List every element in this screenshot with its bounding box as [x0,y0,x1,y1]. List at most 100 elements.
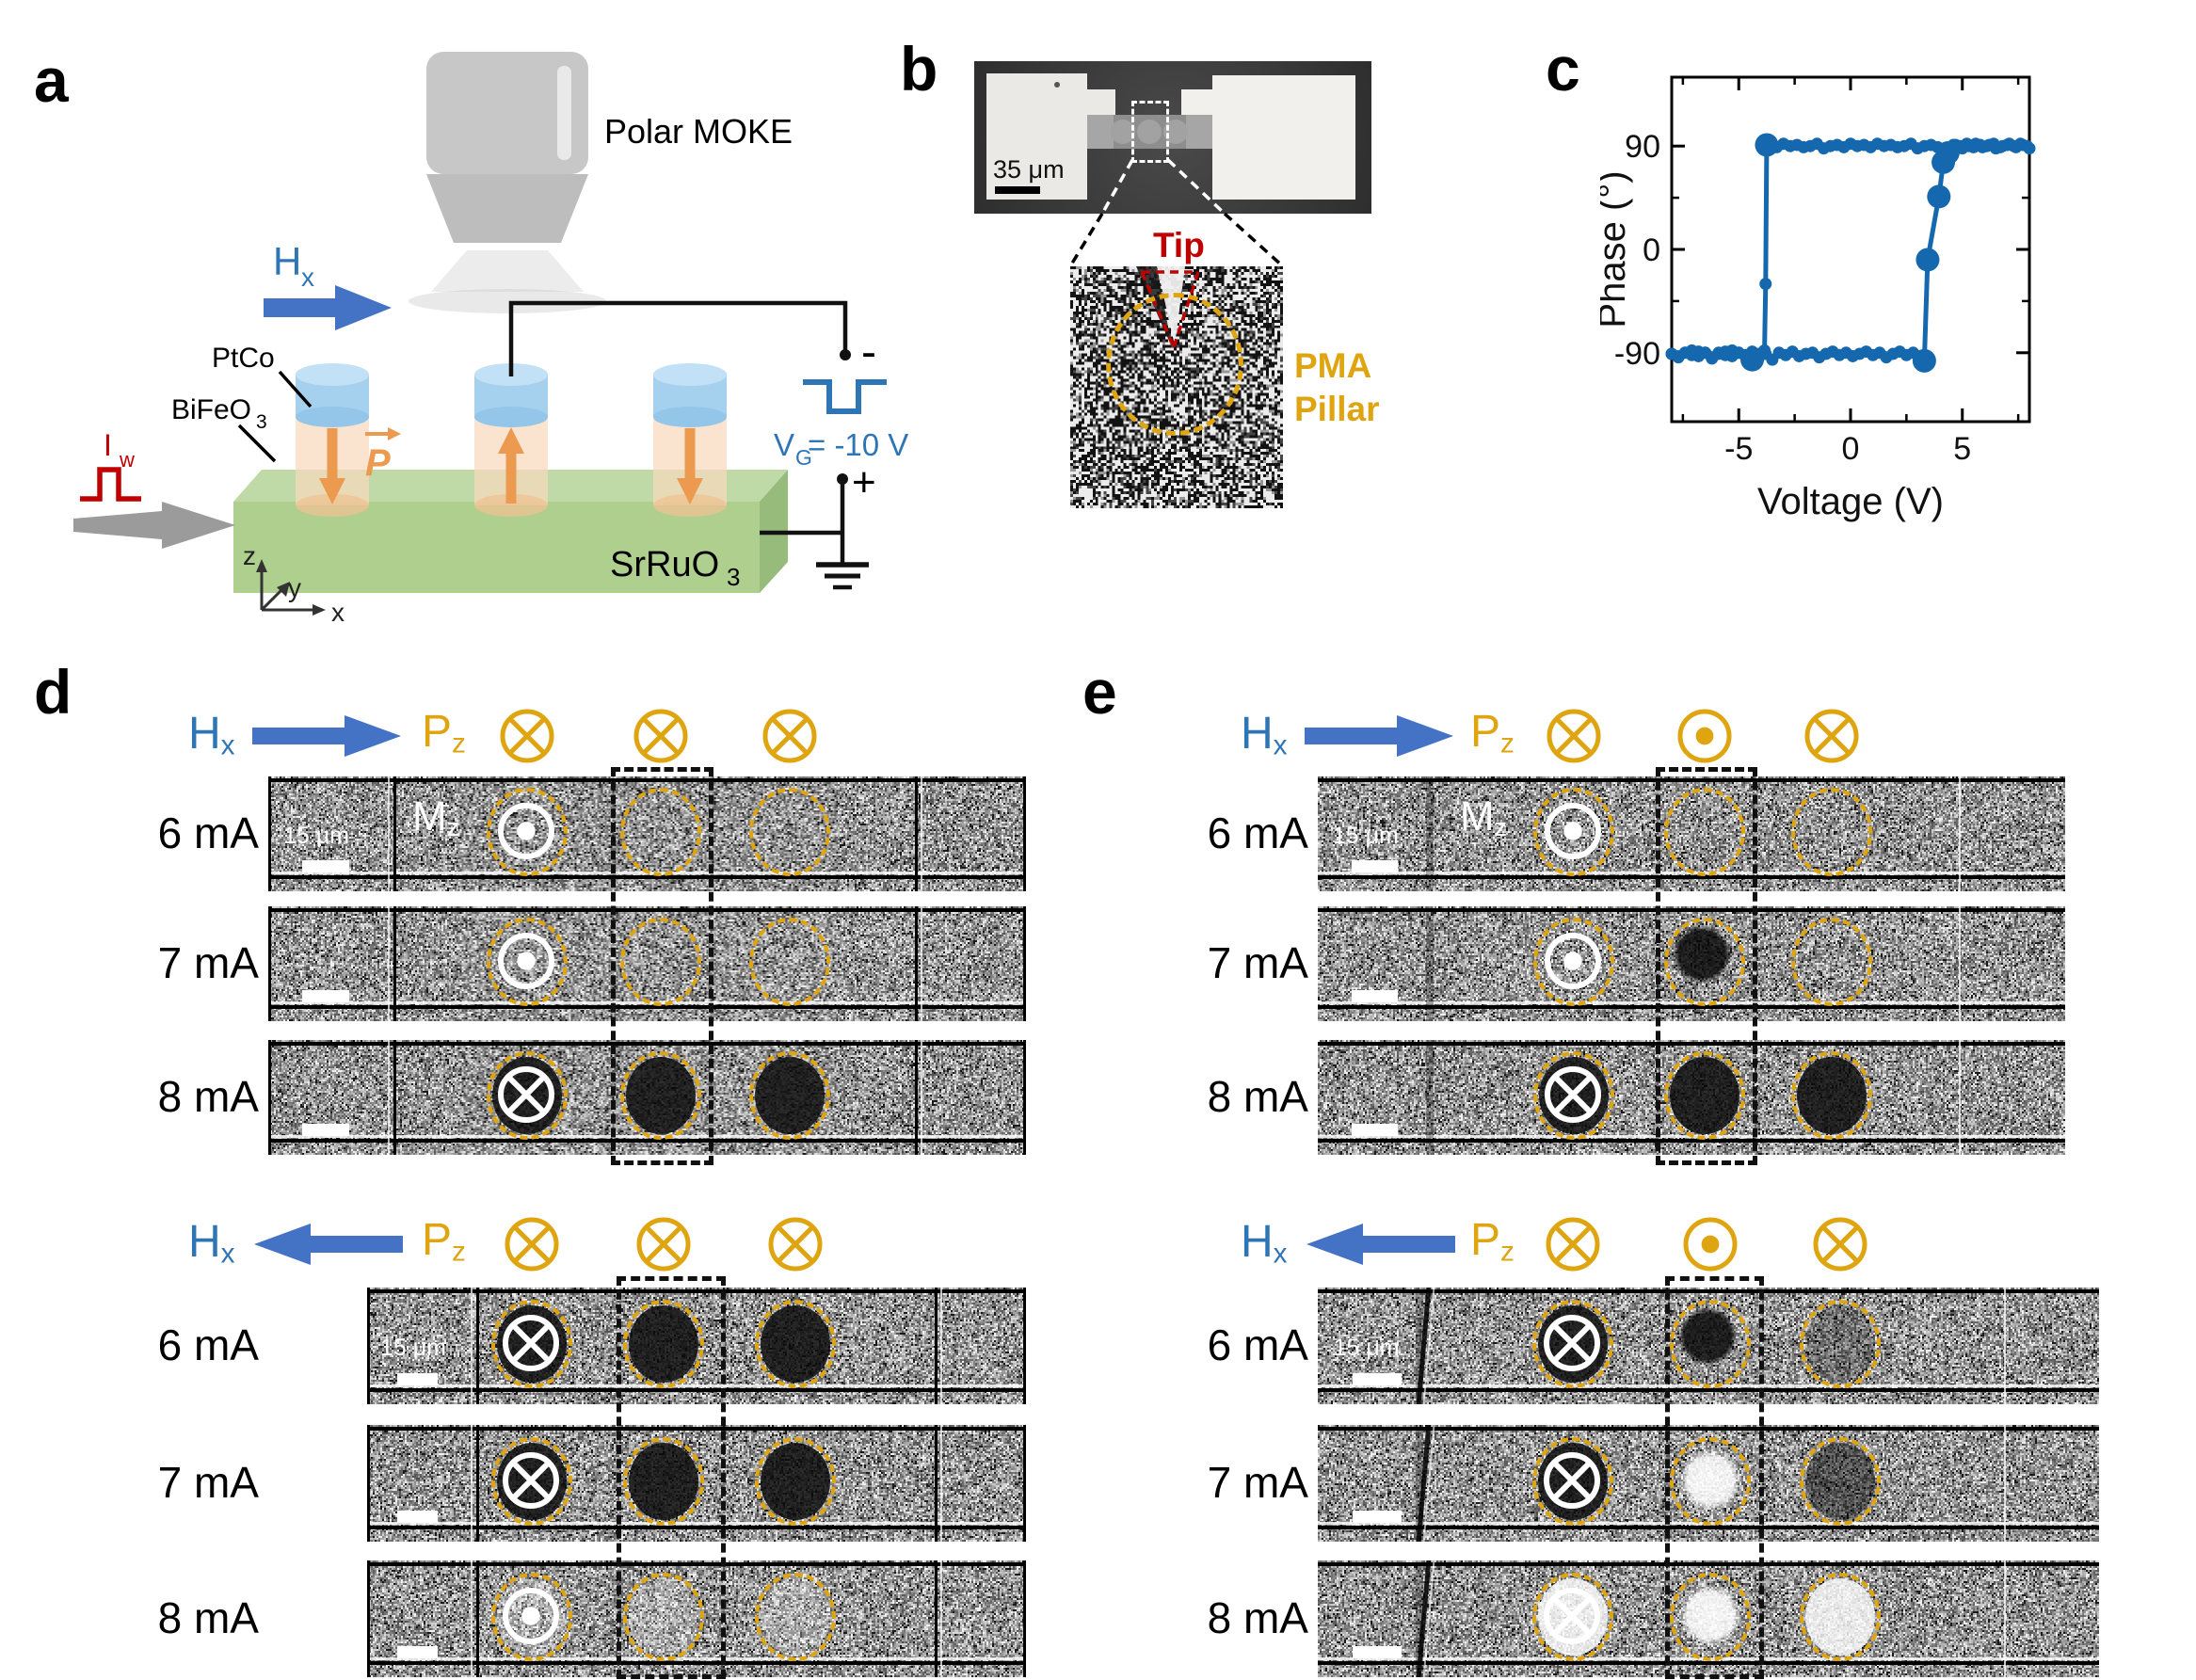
pillar-state-fill [1805,1578,1875,1656]
e-bottom-pz-symbol-into-icon [1810,1214,1870,1274]
gate-pulse-icon [803,382,887,411]
bifeo3-sub: 3 [256,411,267,433]
pad-boundary-left [393,906,396,1021]
pillar-outline-circle [487,918,568,1006]
series-sweep_down [1672,144,2029,358]
pad-boundary-left [1426,906,1434,1021]
bifeo3-label: BiFeO [171,394,251,425]
d-top-current-label: 8 mA [108,1071,259,1123]
scale-bar-15um [1352,1124,1398,1136]
d-bottom-pz-symbol-into-icon [633,1214,694,1274]
panel-a-schematic: Polar MOKE H x [0,0,941,659]
mz-marker-out-icon [492,927,560,995]
e-bottom-hx-arrow-left-icon [1305,1223,1455,1266]
label-sub: z [452,728,466,760]
pad-boundary-left-white [388,1040,390,1155]
pad-boundary-right-white [940,1560,942,1677]
hx-label-a: H [273,239,301,283]
d-bottom-pz-label: Pz [422,1218,466,1266]
scale-bar-15um [397,1373,438,1385]
label-base: P [1470,707,1500,757]
pad-boundary-left [476,1288,479,1404]
d-top-current-label: 6 mA [108,808,259,859]
x-tick-label: 5 [1953,431,1971,467]
mz-label: Mz [1460,796,1507,840]
pillar-outline-circle [1533,788,1614,876]
strip-edge-left [367,1288,370,1404]
pillar-state-fill [761,1305,830,1383]
pillar-outline-circle [491,1573,572,1661]
pad-boundary-left-white [471,1425,473,1542]
label-sub: x [1274,1239,1288,1270]
label-sub: z [1495,812,1508,841]
e-bottom-highlight-box [1665,1276,1764,1679]
scale-bar-15um [1353,1646,1401,1658]
pad-boundary-right-white [921,906,922,1021]
d-top-hx-label: Hx [188,712,235,760]
vg-value: = -10 V [808,427,908,462]
pad-boundary-right [2004,1560,2006,1677]
scale-label-15um: 15 μm [1333,824,1399,848]
strip-edge-right [1023,1560,1026,1677]
pillar-outline-circle [755,1573,836,1661]
scale-bar-15um [1353,1373,1401,1385]
d-bottom-highlight-box [617,1276,727,1679]
pillar-outline-circle [1533,1051,1614,1140]
label-sub: z [1500,728,1515,760]
plus-label: + [852,459,876,505]
pillar-outline-circle [1791,788,1872,876]
e-bottom-current-label: 6 mA [1158,1320,1308,1371]
pad-boundary-right [935,1425,938,1542]
x-axis-label: Voltage (V) [1757,481,1944,522]
pillar-outline-circle [491,1437,572,1526]
pad-boundary-left-white [471,1560,473,1677]
pad-boundary-right [915,906,918,1021]
pillar-outline-circle [1791,1051,1872,1140]
scale-bar-15um [1352,860,1398,872]
mz-marker-out-icon [1539,797,1607,865]
mz-label: Mz [412,796,459,840]
e-top-pz-symbol-into-icon [1544,706,1604,766]
strip-edge-left [367,1560,370,1677]
srruo3-sub: 3 [727,563,740,591]
pad-boundary-left [1426,1040,1434,1155]
label-sub: x [1274,730,1288,761]
pad-boundary-left [476,1560,479,1677]
mz-marker-into-icon [1539,1061,1607,1128]
pillar-outline-circle [1532,1437,1613,1526]
pillar-outline-circle [487,1051,568,1140]
pillar-outline-circle [1533,918,1614,1006]
moke-zoom-image [1070,266,1283,508]
ptco-label: PtCo [212,343,275,374]
y-tick-label: 0 [1643,232,1660,268]
d-top-pz-symbol-into-icon [631,706,691,766]
strip-edge-left [367,1425,370,1542]
e-bottom-current-label: 7 mA [1158,1457,1308,1509]
x-tick-label: -5 [1724,431,1753,467]
pillar-outline-circle [491,1300,572,1388]
label-base: H [1241,709,1274,759]
e-top-highlight-box [1656,767,1757,1165]
minus-node [840,349,851,360]
e-bottom-hx-label: Hx [1241,1220,1288,1268]
d-bottom-current-label: 7 mA [108,1457,259,1509]
paper-figure: a b c d e Polar MOKE H x [0,0,2196,1680]
d-bottom-pz-symbol-into-icon [765,1214,826,1274]
pad-boundary-right-white [940,1288,942,1404]
series-sweep_up [1672,144,2028,360]
strip-edge-left [268,776,271,891]
e-top-pz-symbol-out-icon [1675,706,1735,766]
pad-boundary-right [915,776,918,891]
panel-d-letter: d [34,661,72,723]
pillar-state-fill [755,1057,825,1134]
hx-arrow-right-icon [264,285,392,330]
mz-marker-into-icon [1538,1447,1606,1514]
pfm-phase-chart: -5 0 5 90 0 -90 Voltage (V) Phase (°) [1600,56,2146,715]
mz-marker-into-icon [492,1061,560,1128]
label-sub: z [447,812,460,841]
scale-bar-15um [302,860,349,872]
x-tick-label: 0 [1842,431,1860,467]
pad-boundary-left [393,1040,396,1155]
e-bottom-pz-symbol-out-icon [1680,1214,1740,1274]
mz-marker-into-icon [1538,1309,1606,1377]
